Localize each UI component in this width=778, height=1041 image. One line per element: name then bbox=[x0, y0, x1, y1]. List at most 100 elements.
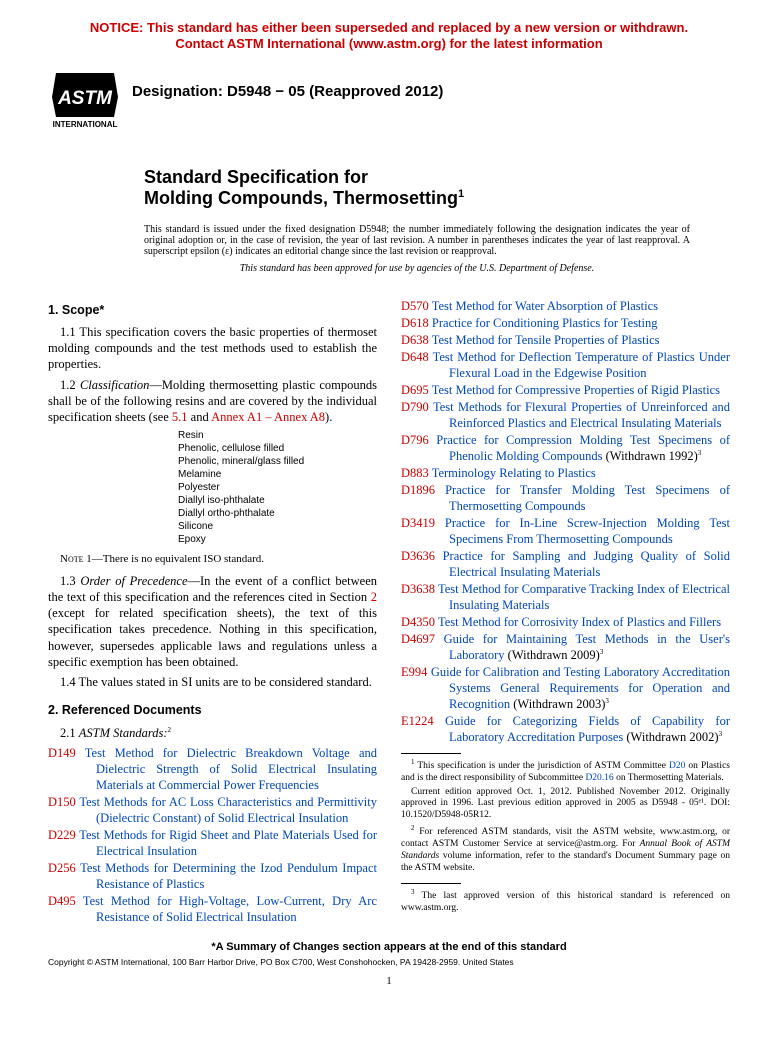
footnote-1: 1 This specification is under the jurisd… bbox=[401, 758, 730, 785]
reference-code[interactable]: D570 bbox=[401, 299, 429, 313]
reference-item: E1224 Guide for Categorizing Fields of C… bbox=[401, 713, 730, 745]
note-label: Note 1 bbox=[60, 553, 92, 565]
para-1-3: 1.3 Order of Precedence—In the event of … bbox=[48, 573, 377, 671]
reference-code[interactable]: D695 bbox=[401, 383, 429, 397]
withdrawn-note: (Withdrawn 2003) bbox=[513, 697, 605, 711]
document-page: NOTICE: This standard has either been su… bbox=[0, 0, 778, 1007]
reference-code[interactable]: D150 bbox=[48, 795, 76, 809]
reference-code[interactable]: D4350 bbox=[401, 615, 435, 629]
para-1-1: 1.1 This specification covers the basic … bbox=[48, 324, 377, 373]
reference-item: D648 Test Method for Deflection Temperat… bbox=[401, 349, 730, 381]
resin-item: Diallyl ortho-phthalate bbox=[178, 507, 377, 520]
reference-item: D256 Test Methods for Determining the Iz… bbox=[48, 860, 377, 892]
resin-item: Phenolic, mineral/glass filled bbox=[178, 455, 377, 468]
page-number: 1 bbox=[48, 975, 730, 987]
reference-item: D229 Test Methods for Rigid Sheet and Pl… bbox=[48, 827, 377, 859]
reference-code[interactable]: D3419 bbox=[401, 516, 435, 530]
main-title: Standard Specification for Molding Compo… bbox=[144, 167, 730, 210]
reference-item: D149 Test Method for Dielectric Breakdow… bbox=[48, 745, 377, 793]
reference-code[interactable]: D618 bbox=[401, 316, 429, 330]
reference-item: D796 Practice for Compression Molding Te… bbox=[401, 432, 730, 464]
note-1: Note 1—There is no equivalent ISO standa… bbox=[48, 552, 377, 566]
designation-text: Designation: D5948 − 05 (Reapproved 2012… bbox=[132, 71, 443, 100]
reference-code[interactable]: D3636 bbox=[401, 549, 435, 563]
title-line2: Molding Compounds, Thermosetting bbox=[144, 188, 458, 208]
reference-item: D695 Test Method for Compressive Propert… bbox=[401, 382, 730, 398]
reference-title[interactable]: Test Method for Water Absorption of Plas… bbox=[432, 299, 658, 313]
reference-title[interactable]: Practice for Sampling and Judging Qualit… bbox=[443, 549, 730, 579]
reference-code[interactable]: D149 bbox=[48, 746, 76, 760]
link-annex[interactable]: Annex A1 – Annex A8 bbox=[211, 410, 325, 424]
title-superscript: 1 bbox=[458, 188, 464, 200]
reference-code[interactable]: E994 bbox=[401, 665, 427, 679]
footnote-1-para2: Current edition approved Oct. 1, 2012. P… bbox=[401, 787, 730, 823]
reference-item: E994 Guide for Calibration and Testing L… bbox=[401, 664, 730, 712]
reference-item: D3638 Test Method for Comparative Tracki… bbox=[401, 581, 730, 613]
reference-item: D150 Test Methods for AC Loss Characteri… bbox=[48, 794, 377, 826]
summary-changes-line: *A Summary of Changes section appears at… bbox=[48, 941, 730, 953]
reference-title[interactable]: Test Method for High-Voltage, Low-Curren… bbox=[83, 894, 377, 924]
link-section-2[interactable]: 2 bbox=[371, 590, 377, 604]
reference-title[interactable]: Practice for Conditioning Plastics for T… bbox=[432, 316, 658, 330]
scope-heading: 1. Scope* bbox=[48, 302, 377, 318]
reference-title[interactable]: Test Methods for Flexural Properties of … bbox=[433, 400, 730, 430]
reference-code[interactable]: D883 bbox=[401, 466, 429, 480]
para-1-4: 1.4 The values stated in SI units are to… bbox=[48, 674, 377, 690]
resin-item: Polyester bbox=[178, 481, 377, 494]
reference-title[interactable]: Test Method for Comparative Tracking Ind… bbox=[438, 582, 730, 612]
resin-item: Diallyl iso-phthalate bbox=[178, 494, 377, 507]
resin-item: Silicone bbox=[178, 520, 377, 533]
reference-title[interactable]: Test Method for Dielectric Breakdown Vol… bbox=[85, 746, 377, 792]
reference-title[interactable]: Test Methods for Rigid Sheet and Plate M… bbox=[79, 828, 377, 858]
reference-code[interactable]: D4697 bbox=[401, 632, 435, 646]
reference-item: D638 Test Method for Tensile Properties … bbox=[401, 332, 730, 348]
resin-item: Epoxy bbox=[178, 533, 377, 546]
reference-item: D883 Terminology Relating to Plastics bbox=[401, 465, 730, 481]
reference-title[interactable]: Test Method for Compressive Properties o… bbox=[432, 383, 720, 397]
reference-item: D1896 Practice for Transfer Molding Test… bbox=[401, 482, 730, 514]
notice-line2: Contact ASTM International (www.astm.org… bbox=[175, 36, 602, 51]
reference-title[interactable]: Practice for Transfer Molding Test Speci… bbox=[445, 483, 730, 513]
body-columns: 1. Scope* 1.1 This specification covers … bbox=[48, 298, 730, 925]
reference-code[interactable]: D1896 bbox=[401, 483, 435, 497]
notice-line1: NOTICE: This standard has either been su… bbox=[90, 20, 688, 35]
para-1-2: 1.2 Classification—Molding thermosetting… bbox=[48, 377, 377, 426]
svg-text:INTERNATIONAL: INTERNATIONAL bbox=[53, 120, 118, 129]
footnotes-right: 3 The last approved version of this hist… bbox=[401, 883, 730, 915]
withdrawn-note: (Withdrawn 1992) bbox=[606, 449, 698, 463]
withdrawn-note: (Withdrawn 2002) bbox=[626, 730, 718, 744]
reference-code[interactable]: D790 bbox=[401, 400, 429, 414]
link-5-1[interactable]: 5.1 bbox=[172, 410, 188, 424]
svg-text:ASTM: ASTM bbox=[57, 88, 113, 109]
reference-title[interactable]: Test Method for Corrosivity Index of Pla… bbox=[438, 615, 721, 629]
reference-title[interactable]: Test Method for Tensile Properties of Pl… bbox=[432, 333, 660, 347]
reference-item: D4697 Guide for Maintaining Test Methods… bbox=[401, 631, 730, 663]
reference-item: D790 Test Methods for Flexural Propertie… bbox=[401, 399, 730, 431]
dod-approval: This standard has been approved for use … bbox=[144, 263, 690, 274]
reference-title[interactable]: Terminology Relating to Plastics bbox=[432, 466, 596, 480]
reference-code[interactable]: D3638 bbox=[401, 582, 435, 596]
issuance-note: This standard is issued under the fixed … bbox=[144, 224, 690, 257]
refs-subheading: 2.1 ASTM Standards:2 bbox=[48, 725, 377, 741]
link-d20[interactable]: D20 bbox=[669, 761, 685, 771]
reference-title[interactable]: Test Methods for Determining the Izod Pe… bbox=[80, 861, 377, 891]
reference-title[interactable]: Test Method for Deflection Temperature o… bbox=[433, 350, 730, 380]
resin-item: Phenolic, cellulose filled bbox=[178, 442, 377, 455]
reference-code[interactable]: D229 bbox=[48, 828, 76, 842]
reference-item: D3636 Practice for Sampling and Judging … bbox=[401, 548, 730, 580]
copyright-line: Copyright © ASTM International, 100 Barr… bbox=[48, 957, 730, 967]
reference-item: D618 Practice for Conditioning Plastics … bbox=[401, 315, 730, 331]
reference-item: D570 Test Method for Water Absorption of… bbox=[401, 298, 730, 314]
reference-code[interactable]: D256 bbox=[48, 861, 76, 875]
reference-code[interactable]: D796 bbox=[401, 433, 429, 447]
reference-title[interactable]: Test Methods for AC Loss Characteristics… bbox=[79, 795, 377, 825]
reference-code[interactable]: D495 bbox=[48, 894, 76, 908]
reference-title[interactable]: Practice for In-Line Screw-Injection Mol… bbox=[445, 516, 730, 546]
reference-code[interactable]: D638 bbox=[401, 333, 429, 347]
reference-item: D4350 Test Method for Corrosivity Index … bbox=[401, 614, 730, 630]
title-line1: Standard Specification for bbox=[144, 167, 368, 187]
reference-code[interactable]: E1224 bbox=[401, 714, 434, 728]
reference-item: D3419 Practice for In-Line Screw-Injecti… bbox=[401, 515, 730, 547]
reference-code[interactable]: D648 bbox=[401, 350, 429, 364]
link-d20-16[interactable]: D20.16 bbox=[585, 773, 613, 783]
